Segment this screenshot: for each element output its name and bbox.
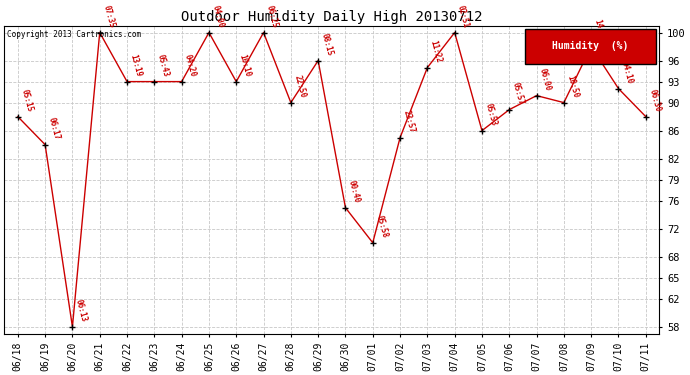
Text: 13:19: 13:19 bbox=[128, 53, 143, 78]
Text: 14:55: 14:55 bbox=[593, 18, 607, 43]
Text: 06:30: 06:30 bbox=[647, 88, 662, 113]
Text: 08:15: 08:15 bbox=[319, 32, 334, 57]
Text: Humidity  (%): Humidity (%) bbox=[553, 41, 629, 51]
Text: 04:10: 04:10 bbox=[620, 60, 635, 85]
Text: 10:50: 10:50 bbox=[565, 75, 580, 99]
Text: 02:51: 02:51 bbox=[456, 4, 471, 29]
Text: Copyright 2013 Cartronics.com: Copyright 2013 Cartronics.com bbox=[8, 30, 141, 39]
Text: 05:57: 05:57 bbox=[511, 81, 525, 106]
FancyBboxPatch shape bbox=[525, 28, 656, 64]
Title: Outdoor Humidity Daily High 20130712: Outdoor Humidity Daily High 20130712 bbox=[181, 10, 482, 24]
Text: 06:25: 06:25 bbox=[265, 4, 279, 29]
Text: 07:35: 07:35 bbox=[101, 4, 116, 29]
Text: 06:00: 06:00 bbox=[538, 68, 553, 92]
Text: 05:15: 05:15 bbox=[19, 88, 34, 113]
Text: 06:17: 06:17 bbox=[46, 117, 61, 141]
Text: 06:13: 06:13 bbox=[74, 298, 88, 323]
Text: 10:10: 10:10 bbox=[237, 53, 253, 78]
Text: 04:00: 04:00 bbox=[210, 4, 225, 29]
Text: 22:50: 22:50 bbox=[293, 75, 307, 99]
Text: 04:20: 04:20 bbox=[183, 53, 197, 78]
Text: 11:22: 11:22 bbox=[428, 39, 444, 64]
Text: 23:57: 23:57 bbox=[402, 110, 416, 134]
Text: 00:40: 00:40 bbox=[347, 180, 362, 204]
Text: 05:58: 05:58 bbox=[374, 214, 388, 239]
Text: 05:53: 05:53 bbox=[483, 102, 498, 127]
Text: 05:43: 05:43 bbox=[156, 53, 170, 78]
